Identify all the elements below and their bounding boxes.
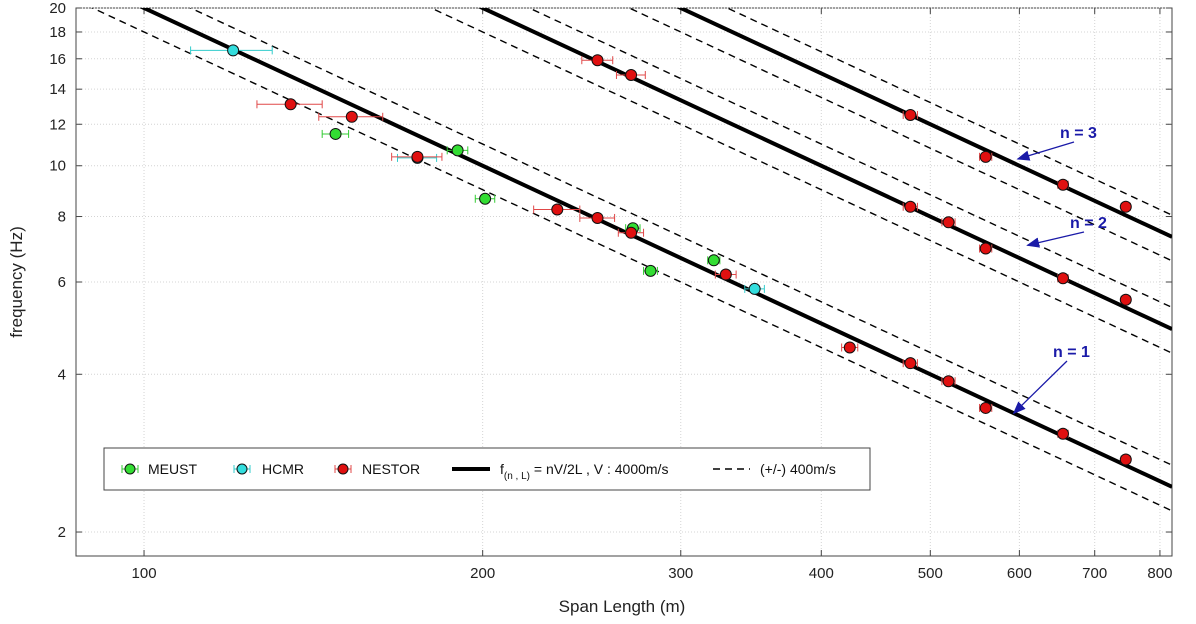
x-tick-label: 800: [1147, 565, 1172, 582]
data-point-nestor: [591, 54, 604, 67]
annotation-label: n = 1: [1053, 344, 1090, 361]
data-point-hcmr: [748, 282, 761, 295]
x-tick-label: 300: [668, 565, 693, 582]
x-tick-label: 100: [132, 565, 157, 582]
legend-label-hcmr: HCMR: [262, 461, 304, 477]
data-point-nestor: [1056, 272, 1069, 285]
y-tick-label: 20: [49, 0, 66, 17]
data-point-nestor: [942, 216, 955, 229]
legend-label-model: f(n , L) = nV/2L , V : 4000m/s: [500, 461, 668, 482]
x-tick-label: 700: [1082, 565, 1107, 582]
model-band-line-n2: [429, 8, 1172, 354]
legend-marker-nestor: [337, 463, 349, 475]
y-tick-label: 10: [49, 158, 66, 175]
y-tick-label: 8: [58, 209, 66, 226]
x-tick-label: 500: [918, 565, 943, 582]
y-tick-label: 2: [58, 524, 66, 541]
y-tick-label: 14: [49, 81, 66, 98]
y-tick-label: 4: [58, 366, 66, 383]
x-tick-label: 600: [1007, 565, 1032, 582]
y-tick-label: 16: [49, 51, 66, 68]
model-line-n1: [139, 8, 1172, 489]
x-tick-label: 400: [809, 565, 834, 582]
x-axis-title: Span Length (m): [559, 597, 686, 616]
data-point-nestor: [1056, 178, 1069, 191]
data-point-nestor: [979, 242, 992, 255]
data-point-hcmr: [227, 44, 240, 57]
data-point-nestor: [591, 211, 604, 224]
data-points: [190, 44, 1132, 466]
legend-marker-meust: [124, 463, 136, 475]
y-tick-label: 12: [49, 116, 66, 133]
data-point-meust: [329, 127, 342, 140]
legend: MEUST HCMR NESTOR f(n , L) = nV/2L , V : 40…: [103, 447, 871, 491]
model-band-line-n2: [527, 8, 1172, 309]
data-point-nestor: [625, 68, 638, 81]
data-point-nestor: [979, 401, 992, 414]
data-point-nestor: [411, 150, 424, 163]
data-point-nestor: [625, 226, 638, 239]
data-point-meust: [644, 264, 657, 277]
data-point-nestor: [904, 108, 917, 121]
x-tick-label: 200: [470, 565, 495, 582]
model-band-line-n1: [188, 8, 1172, 466]
legend-label-band: (+/-) 400m/s: [760, 461, 836, 477]
data-point-nestor: [979, 150, 992, 163]
legend-label-meust: MEUST: [148, 461, 197, 477]
y-tick-label: 6: [58, 274, 66, 291]
data-point-nestor: [1119, 293, 1132, 306]
data-point-nestor: [345, 110, 358, 123]
annotation-label: n = 3: [1060, 125, 1097, 142]
data-point-nestor: [904, 200, 917, 213]
data-point-nestor: [1119, 200, 1132, 213]
annotation-arrow: [1016, 141, 1075, 161]
annotation-label: n = 2: [1070, 215, 1107, 232]
annotation-arrow: [1012, 360, 1068, 415]
y-tick-label: 18: [49, 24, 66, 41]
annotation-arrow: [1026, 231, 1085, 248]
legend-label-nestor: NESTOR: [362, 461, 420, 477]
x-axis-ticks: 100 200 300 400 500 600 700 800: [132, 8, 1172, 582]
data-point-nestor: [1056, 427, 1069, 440]
data-point-nestor: [284, 98, 297, 111]
data-point-nestor: [904, 357, 917, 370]
mode-annotations: n = 1 n = 2 n = 3: [1012, 125, 1107, 415]
data-point-meust: [451, 144, 464, 157]
data-point-meust: [707, 254, 720, 267]
data-point-meust: [479, 192, 492, 205]
model-line-n3: [676, 8, 1172, 239]
legend-marker-hcmr: [236, 463, 248, 475]
data-point-nestor: [843, 341, 856, 354]
model-band-line-n1: [90, 8, 1172, 512]
data-point-nestor: [1119, 453, 1132, 466]
y-axis-ticks: 2 4 6 8 10 12 14 16 18 20: [49, 0, 1172, 541]
data-point-nestor: [942, 375, 955, 388]
data-point-nestor: [551, 203, 564, 216]
y-axis-title: frequency (Hz): [7, 226, 26, 337]
data-point-nestor: [719, 268, 732, 281]
